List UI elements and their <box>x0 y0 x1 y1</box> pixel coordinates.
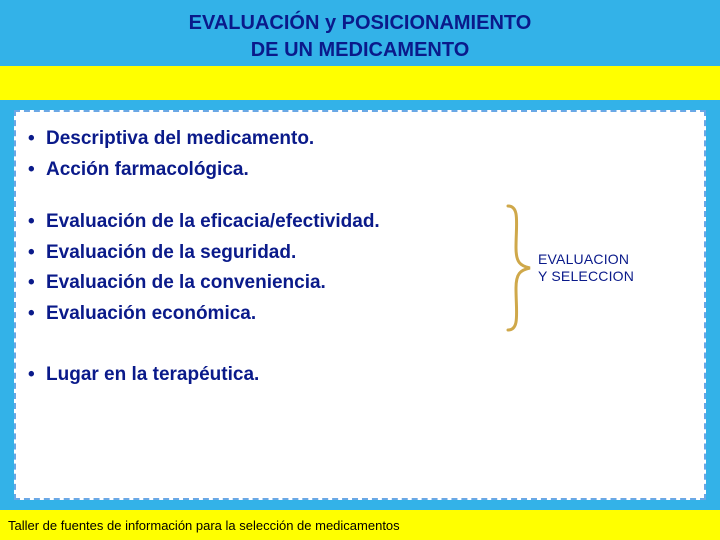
bullet-group-1: • Descriptiva del medicamento. • Acción … <box>28 126 694 183</box>
slide-title: EVALUACIÓN y POSICIONAMIENTO DE UN MEDIC… <box>0 0 720 64</box>
title-line-1: EVALUACIÓN y POSICIONAMIENTO <box>189 12 532 34</box>
bullet-marker: • <box>28 240 46 267</box>
bullet-marker: • <box>28 270 46 297</box>
bracket-label: EVALUACION Y SELECCION <box>532 251 634 286</box>
bracket-annotation: EVALUACION Y SELECCION <box>504 204 694 332</box>
bracket-label-line-2: Y SELECCION <box>538 268 634 284</box>
title-line-2: DE UN MEDICAMENTO <box>251 39 470 61</box>
bullet-text: Evaluación económica. <box>46 301 256 328</box>
bullet-marker: • <box>28 301 46 328</box>
bullet-row: • Acción farmacológica. <box>28 157 694 184</box>
bullet-row: • Lugar en la terapéutica. <box>28 362 694 389</box>
bullet-group-3: • Lugar en la terapéutica. <box>28 362 694 389</box>
bullet-text: Acción farmacológica. <box>46 157 249 184</box>
bullet-row: • Descriptiva del medicamento. <box>28 126 694 153</box>
bullet-text: Evaluación de la seguridad. <box>46 240 296 267</box>
bullet-marker: • <box>28 209 46 236</box>
header-region: EVALUACIÓN y POSICIONAMIENTO DE UN MEDIC… <box>0 0 720 100</box>
bracket-label-line-1: EVALUACION <box>538 251 629 267</box>
footer-text: Taller de fuentes de información para la… <box>8 518 400 533</box>
footer-bar: Taller de fuentes de información para la… <box>0 510 720 540</box>
bullet-text: Descriptiva del medicamento. <box>46 126 314 153</box>
bullet-text: Lugar en la terapéutica. <box>46 362 259 389</box>
title-underline-bar <box>0 66 720 100</box>
bullet-marker: • <box>28 362 46 389</box>
bullet-marker: • <box>28 126 46 153</box>
bullet-text: Evaluación de la conveniencia. <box>46 270 326 297</box>
bullet-marker: • <box>28 157 46 184</box>
curly-bracket-icon <box>504 204 532 332</box>
bullet-text: Evaluación de la eficacia/efectividad. <box>46 209 380 236</box>
slide: EVALUACIÓN y POSICIONAMIENTO DE UN MEDIC… <box>0 0 720 540</box>
